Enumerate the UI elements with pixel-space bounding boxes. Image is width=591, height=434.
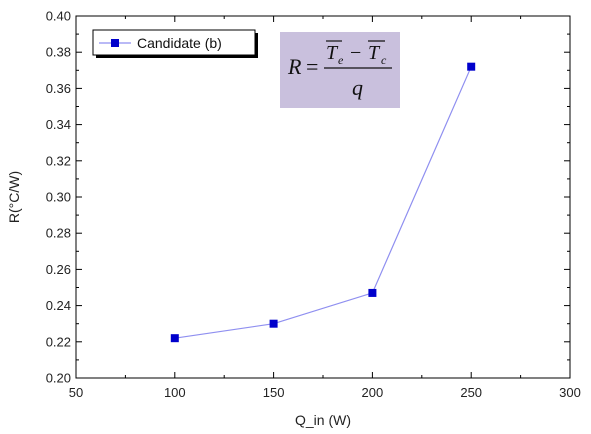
x-tick-label: 250: [460, 385, 482, 400]
x-tick-label: 100: [164, 385, 186, 400]
legend-marker: [111, 39, 119, 47]
eq-tc: T: [368, 42, 381, 64]
x-axis-ticks: 50 100 150 200 250 300: [69, 16, 581, 400]
y-tick-label: 0.36: [46, 81, 71, 96]
y-tick-label: 0.28: [46, 226, 71, 241]
series-layer: [170, 62, 476, 343]
legend: Candidate (b): [92, 29, 258, 58]
y-tick-label: 0.32: [46, 153, 71, 168]
y-tick-label: 0.34: [46, 117, 71, 132]
eq-te: T: [326, 42, 339, 64]
series-line: [174, 66, 472, 339]
y-tick-label: 0.38: [46, 45, 71, 60]
eq-minus: −: [350, 42, 361, 64]
y-axis-title: R(°C/W): [6, 171, 22, 223]
eq-tc-sub: c: [381, 53, 387, 67]
data-point: [269, 319, 278, 328]
equation-annotation: R = T e − T c q: [280, 32, 400, 108]
equation-box: [280, 32, 400, 108]
x-tick-label: 200: [362, 385, 384, 400]
eq-lhs: R: [287, 54, 302, 79]
x-tick-label: 50: [69, 385, 83, 400]
data-point: [467, 62, 476, 71]
x-axis-title: Q_in (W): [295, 412, 351, 428]
data-point: [170, 334, 179, 343]
x-tick-label: 150: [263, 385, 285, 400]
y-tick-label: 0.22: [46, 334, 71, 349]
y-tick-label: 0.26: [46, 262, 71, 277]
eq-te-sub: e: [338, 53, 344, 67]
y-tick-label: 0.40: [46, 9, 71, 24]
eq-equals: =: [306, 54, 318, 79]
y-axis-ticks: 0.20 0.22 0.24 0.26 0.28 0.30 0.32 0.34 0.36 0.38…: [46, 9, 570, 386]
y-tick-label: 0.30: [46, 190, 71, 205]
eq-denominator: q: [352, 75, 363, 100]
x-tick-label: 300: [559, 385, 581, 400]
legend-label: Candidate (b): [137, 35, 222, 51]
y-tick-label: 0.24: [46, 298, 71, 313]
y-tick-label: 0.20: [46, 371, 71, 386]
data-point: [368, 288, 377, 297]
